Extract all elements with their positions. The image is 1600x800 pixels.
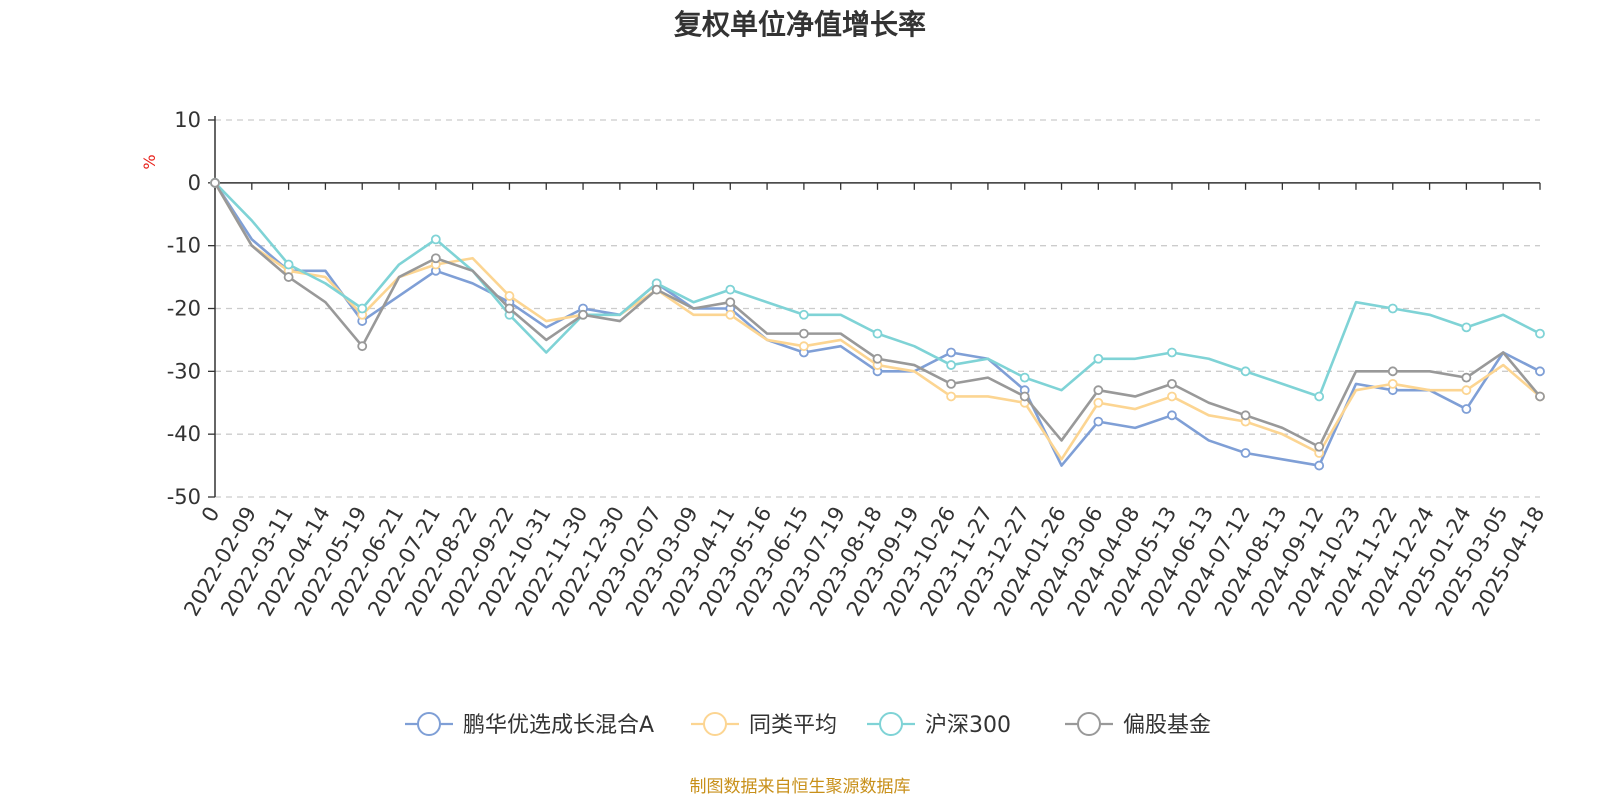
series-point <box>1387 366 1398 377</box>
y-tick-label: 0 <box>188 171 201 195</box>
y-tick-label: -50 <box>167 485 201 509</box>
series-point <box>504 303 515 314</box>
y-tick-label: -30 <box>167 359 201 383</box>
legend-label: 鹏华优选成长混合A <box>463 713 654 738</box>
y-axis: 10 0 -10 -20 -30 -40 -50 <box>167 108 216 509</box>
x-axis: 02022-02-092022-03-112022-04-142022-05-1… <box>179 182 1549 620</box>
legend-item-2[interactable]: 沪深300 <box>867 712 1011 738</box>
series-point <box>357 341 368 352</box>
series-point <box>357 303 368 314</box>
series-point <box>946 347 957 358</box>
series-point <box>1535 328 1545 339</box>
series-point <box>1240 410 1251 421</box>
series-point <box>1314 460 1325 471</box>
y-axis-label: % <box>140 154 159 169</box>
series-point <box>725 297 736 308</box>
series-point <box>1314 391 1325 402</box>
series-point <box>872 353 883 364</box>
series-point <box>1167 410 1177 421</box>
series-point <box>1387 378 1398 389</box>
series-point <box>651 284 662 295</box>
series-point <box>1535 391 1545 402</box>
y-tick-label: -10 <box>167 234 201 258</box>
legend-item-3[interactable]: 偏股基金 <box>1065 712 1211 738</box>
series-point <box>1093 416 1104 427</box>
legend-marker <box>879 712 903 736</box>
series-line-3 <box>213 182 1541 449</box>
series-point <box>946 391 957 402</box>
series-lines <box>210 177 1545 471</box>
series-point <box>1314 441 1325 452</box>
series-point <box>283 272 294 282</box>
legend-label: 同类平均 <box>749 713 837 738</box>
series-line-1 <box>213 182 1541 461</box>
x-tick-label: 0 <box>197 503 224 527</box>
series-point <box>1167 391 1177 402</box>
series-point <box>1535 366 1545 377</box>
legend-label: 沪深300 <box>925 713 1011 738</box>
series-point <box>725 309 736 320</box>
legend-item-1[interactable]: 同类平均 <box>691 712 837 738</box>
y-tick-label: -40 <box>167 422 201 446</box>
series-point <box>283 259 294 270</box>
series-line-0 <box>213 182 1541 467</box>
legend-marker <box>417 712 441 736</box>
series-point <box>1461 404 1472 414</box>
legend-marker <box>1077 712 1101 736</box>
series-point <box>1240 448 1251 458</box>
series-point <box>1167 378 1177 389</box>
series-point <box>210 177 220 188</box>
legend[interactable]: 鹏华优选成长混合A 同类平均 沪深300 偏股基金 <box>405 712 1211 738</box>
series-point <box>872 328 883 339</box>
series-point <box>504 291 515 301</box>
series-point <box>430 234 441 245</box>
series-point <box>1167 347 1177 358</box>
series-point <box>1240 366 1251 377</box>
series-point <box>1019 372 1030 383</box>
series-point <box>1461 322 1472 333</box>
series-point <box>798 328 809 339</box>
series-point <box>798 341 809 352</box>
series-point <box>1093 385 1104 396</box>
y-tick-label: 10 <box>174 108 201 132</box>
series-point <box>1387 303 1398 314</box>
legend-marker <box>703 712 727 736</box>
series-point <box>1093 353 1104 364</box>
source-note: 制图数据来自恒生聚源数据库 <box>690 777 911 797</box>
legend-item-0[interactable]: 鹏华优选成长混合A <box>405 712 654 738</box>
series-point <box>946 378 957 389</box>
chart-title: 复权单位净值增长率 <box>674 8 926 41</box>
series-point <box>430 253 441 264</box>
series-point <box>1093 397 1104 408</box>
legend-label: 偏股基金 <box>1123 713 1211 738</box>
series-point <box>798 309 809 320</box>
series-point <box>1019 391 1030 402</box>
series-point <box>725 284 736 295</box>
grid-lines <box>215 119 1540 498</box>
y-tick-label: -20 <box>167 297 201 321</box>
series-point <box>1461 372 1472 383</box>
series-point <box>1461 385 1472 396</box>
series-point <box>578 309 588 320</box>
series-point <box>946 360 957 370</box>
